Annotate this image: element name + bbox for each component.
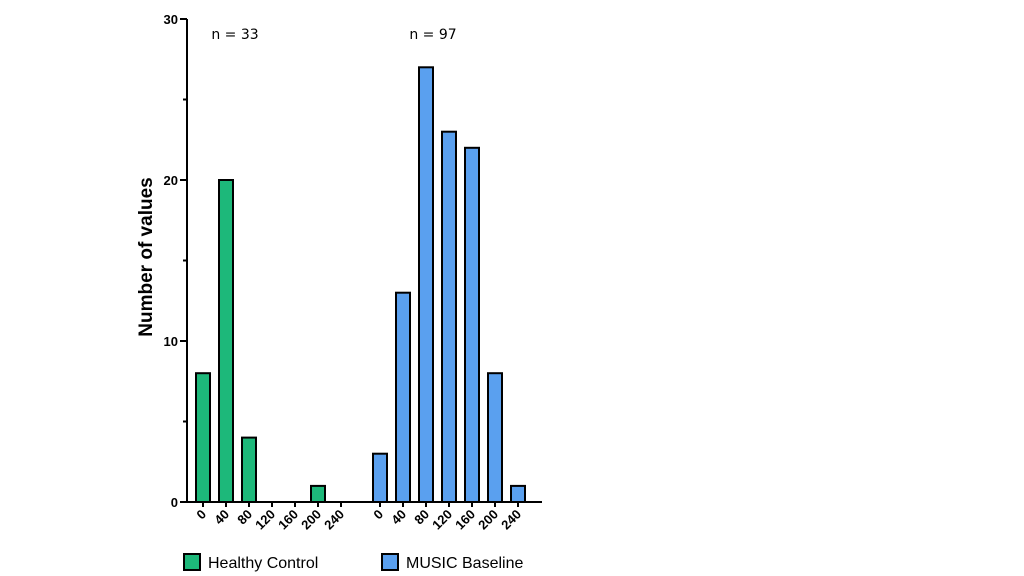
legend-label-healthy-control: Healthy Control [208, 555, 318, 572]
bar-healthy-control-200 [310, 484, 326, 503]
bar-music-baseline-40 [395, 291, 411, 504]
bars [195, 66, 526, 504]
y-tick-label: 0 [171, 495, 178, 510]
x-tick-label: 80 [411, 507, 432, 528]
x-tick-label: 40 [211, 507, 232, 528]
x-tick-label: 0 [370, 507, 386, 523]
x-tick-label: 240 [321, 507, 347, 533]
legend-swatch-music-baseline [381, 553, 399, 571]
x-tick-label: 200 [298, 507, 324, 533]
x-tick-label: 160 [275, 507, 301, 533]
x-tick-label: 80 [234, 507, 255, 528]
bar-music-baseline-200 [487, 372, 503, 504]
y-tick-label: 20 [164, 173, 178, 188]
x-tick-label: 0 [193, 507, 209, 523]
x-tick-label: 240 [498, 507, 524, 533]
bar-healthy-control-80 [241, 436, 257, 504]
x-tick-label: 40 [388, 507, 409, 528]
bar-healthy-control-40 [218, 179, 234, 503]
bar-music-baseline-160 [464, 146, 480, 504]
legend-swatch-healthy-control [183, 553, 201, 571]
x-tick-label: 120 [429, 507, 455, 533]
y-tick-label: 10 [164, 334, 178, 349]
bar-music-baseline-80 [418, 66, 434, 504]
bar-healthy-control-0 [195, 372, 211, 504]
n-label-music-baseline: n = 97 [409, 27, 456, 43]
x-tick-label: 160 [452, 507, 478, 533]
legend: Healthy Control MUSIC Baseline [183, 553, 523, 572]
legend-label-music-baseline: MUSIC Baseline [406, 555, 523, 572]
n-label-healthy-control: n = 33 [211, 27, 258, 43]
bar-music-baseline-120 [441, 130, 457, 503]
bar-music-baseline-240 [510, 484, 526, 503]
bar-music-baseline-0 [372, 452, 388, 504]
y-tick-label: 30 [164, 12, 178, 27]
x-tick-label: 120 [252, 507, 278, 533]
y-axis-title: Number of values [136, 177, 157, 336]
x-tick-label: 200 [475, 507, 501, 533]
